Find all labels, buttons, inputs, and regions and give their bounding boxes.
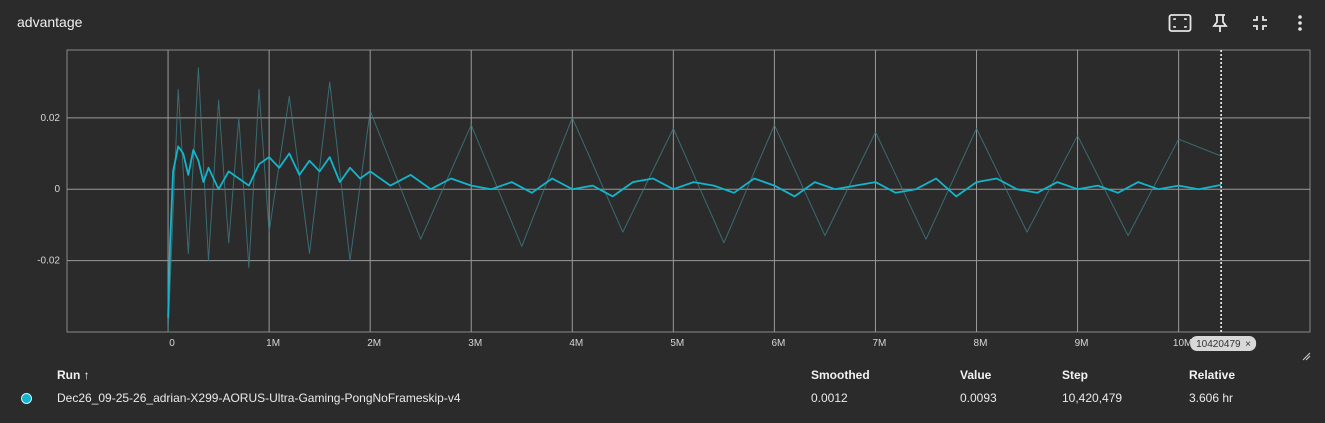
x-tick-label: 9M <box>1075 338 1089 349</box>
line-chart[interactable]: 0 1M 2M 3M 4M 5M 6M 7M 8M 9M 10M -0.02 0 0.02 1042047… <box>0 40 1325 365</box>
smoothed-series-line <box>167 145 1222 318</box>
y-tick-label: -0.02 <box>37 256 60 267</box>
y-tick-label: 0.02 <box>41 113 61 124</box>
legend-header-step[interactable]: Step <box>1062 368 1089 382</box>
run-color-swatch[interactable] <box>21 393 32 404</box>
x-tick-label: 6M <box>771 338 785 349</box>
close-icon[interactable]: × <box>1245 339 1251 350</box>
x-tick-label: 8M <box>974 338 988 349</box>
x-tick-label: 4M <box>569 338 583 349</box>
run-value: 0.0093 <box>960 391 997 405</box>
hover-step-badge[interactable] <box>1190 336 1257 351</box>
legend-header-value[interactable]: Value <box>960 368 992 382</box>
pin-button[interactable] <box>1207 10 1233 36</box>
x-tick-label: 1M <box>266 338 280 349</box>
resize-handle-icon[interactable] <box>1302 352 1311 361</box>
y-tick-label: 0 <box>54 184 60 195</box>
legend-header-run[interactable]: Run ↑ <box>57 368 90 382</box>
hover-step-label: 10420479 <box>1196 339 1241 350</box>
x-tick-label: 7M <box>873 338 887 349</box>
legend-header-relative[interactable]: Relative <box>1189 368 1236 382</box>
plot-area-border <box>66 49 1311 333</box>
pin-icon <box>1212 14 1228 32</box>
x-tick-label: 3M <box>468 338 482 349</box>
x-tick-label: 10M <box>1173 338 1192 349</box>
more-vert-icon <box>1298 15 1302 31</box>
collapse-button[interactable] <box>1247 10 1273 36</box>
run-step: 10,420,479 <box>1062 391 1123 405</box>
run-name: Dec26_09-25-26_adrian-X299-AORUS-Ultra-G… <box>57 391 461 405</box>
legend-header-smoothed[interactable]: Smoothed <box>811 368 870 382</box>
x-tick-label: 0 <box>169 338 175 349</box>
more-options-button[interactable] <box>1287 10 1313 36</box>
run-relative: 3.606 hr <box>1189 391 1234 405</box>
x-tick-label: 5M <box>670 338 684 349</box>
fit-domain-button[interactable] <box>1167 10 1193 36</box>
x-tick-label: 2M <box>367 338 381 349</box>
fit-domain-icon <box>1168 14 1192 32</box>
collapse-icon <box>1253 16 1267 30</box>
raw-series-line <box>167 67 1222 333</box>
card-title: advantage <box>17 14 83 30</box>
run-smoothed-value: 0.0012 <box>811 391 848 405</box>
card-toolbar <box>1167 10 1313 36</box>
